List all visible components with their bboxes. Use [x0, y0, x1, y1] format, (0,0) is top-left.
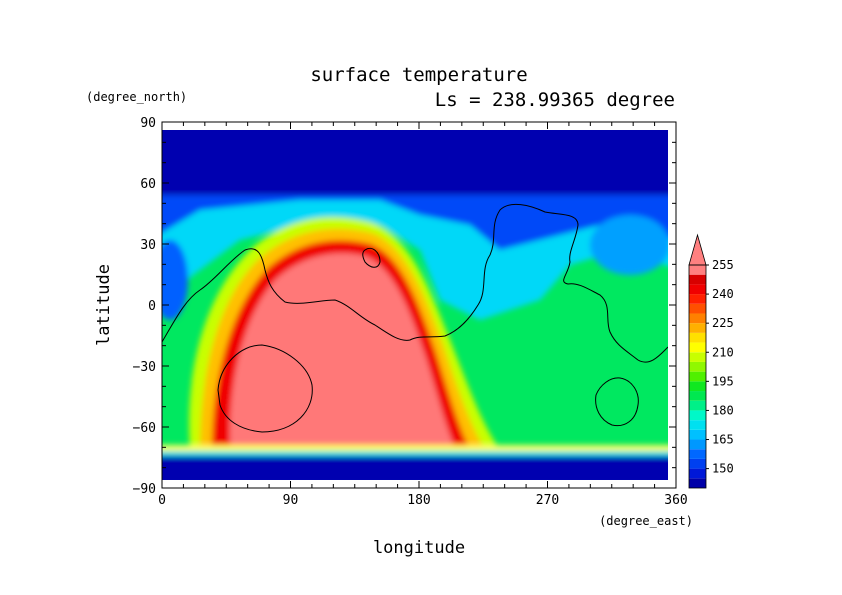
topography-contours — [162, 203, 668, 433]
x-tick-label: 90 — [283, 493, 299, 508]
y-tick-label: −60 — [133, 421, 156, 436]
colorbar-label: 210 — [712, 345, 734, 359]
colorbar-segment — [689, 400, 706, 411]
colorbar-segment — [689, 439, 706, 450]
colorbar-segment — [689, 313, 706, 324]
east-cold-pocket — [590, 215, 668, 275]
colorbar-label: 225 — [712, 316, 734, 330]
colorbar-segment — [689, 458, 706, 469]
contour-small-1 — [362, 247, 381, 268]
y-tick-label: −30 — [133, 360, 156, 375]
colorbar-segment — [689, 468, 706, 479]
colorbar-extend-arrow — [688, 233, 707, 266]
chart-title: surface temperature — [310, 64, 527, 86]
y-axis-label: latitude — [94, 264, 114, 346]
chart-subtitle: Ls = 238.99365 degree — [435, 89, 675, 111]
colorbar-label: 180 — [712, 403, 734, 417]
colorbar-segment — [689, 332, 706, 343]
colorbar-segment — [689, 303, 706, 314]
x-tick-label: 0 — [158, 493, 166, 508]
colorbar-segment — [689, 391, 706, 401]
x-axis-label: longitude — [373, 538, 465, 558]
south-cyan-edge — [162, 451, 668, 456]
colorbar-label: 165 — [712, 433, 734, 447]
colorbar-segment — [689, 449, 706, 459]
x-tick-label: 180 — [407, 493, 430, 508]
colorbar-segment — [689, 284, 706, 295]
north-cyan-band — [162, 200, 668, 320]
south-polar-cap — [162, 456, 668, 480]
y-tick-label: 30 — [140, 238, 156, 253]
colorbar-segment — [689, 381, 706, 392]
colorbar-segment — [689, 294, 706, 304]
x-axis-ticks: 0 90 180 270 360 — [158, 122, 688, 508]
colorbar-label: 150 — [712, 462, 734, 476]
temperature-field — [162, 130, 668, 480]
west-cold-pocket — [162, 240, 188, 320]
colorbar: 150 165 180 195 210 225 240 255 — [688, 233, 734, 489]
y-tick-label: 60 — [140, 177, 156, 192]
south-warm-edge — [162, 445, 668, 451]
colorbar-segment — [689, 361, 706, 372]
colorbar-segment — [689, 352, 706, 362]
colorbar-segment — [689, 323, 706, 333]
colorbar-segment — [689, 410, 706, 421]
x-tick-label: 270 — [536, 493, 559, 508]
contour-south-west — [217, 344, 313, 433]
y-unit-label: (degree_north) — [86, 90, 187, 104]
y-tick-label: 90 — [140, 116, 156, 131]
y-axis-ticks: 90 60 30 0 −30 −60 −90 — [133, 116, 676, 497]
colorbar-label: 195 — [712, 374, 734, 388]
north-polar-cap — [162, 130, 668, 195]
y-tick-label: −90 — [133, 482, 156, 497]
colorbar-segment — [689, 420, 706, 430]
colorbar-segment — [689, 265, 706, 275]
colorbar-frame — [688, 264, 707, 489]
minor-ticks — [162, 122, 676, 488]
x-tick-label: 360 — [664, 493, 687, 508]
colorbar-segment — [689, 371, 706, 382]
x-unit-label: (degree_east) — [599, 514, 693, 528]
colorbar-segment — [689, 429, 706, 440]
colorbar-label: 255 — [712, 258, 734, 272]
north-cold-band — [162, 195, 668, 250]
y-tick-label: 0 — [148, 299, 156, 314]
colorbar-label: 240 — [712, 287, 734, 301]
contour-main — [162, 203, 668, 363]
colorbar-segment — [689, 342, 706, 353]
colorbar-segment — [689, 478, 706, 488]
contour-south-east — [595, 377, 639, 427]
colorbar-segment — [689, 274, 706, 285]
